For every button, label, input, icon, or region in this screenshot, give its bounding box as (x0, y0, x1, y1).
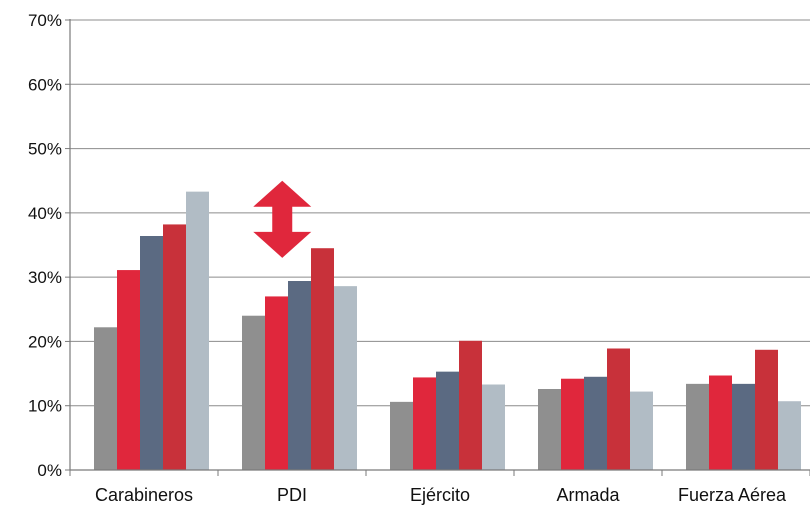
bar (436, 371, 459, 470)
bars (94, 191, 801, 470)
y-tick-label: 0% (37, 461, 62, 480)
bar (755, 349, 778, 470)
bar (607, 348, 630, 470)
double-arrow-icon (253, 180, 312, 258)
bar (242, 315, 265, 470)
y-tick-label: 40% (28, 204, 62, 223)
bar (94, 327, 117, 470)
bar (390, 401, 413, 470)
bar (265, 296, 288, 470)
x-category-label: Carabineros (95, 485, 193, 505)
x-category-label: PDI (277, 485, 307, 505)
bar (778, 401, 801, 470)
bar (334, 286, 357, 470)
bar (686, 383, 709, 470)
y-tick-label: 10% (28, 397, 62, 416)
bar (140, 236, 163, 470)
bar (186, 191, 209, 470)
y-tick-label: 60% (28, 75, 62, 94)
x-category-label: Fuerza Aérea (678, 485, 787, 505)
annotations (253, 180, 312, 258)
bar (538, 389, 561, 470)
x-category-label: Armada (556, 485, 620, 505)
bar (732, 383, 755, 470)
bar (459, 340, 482, 470)
y-tick-label: 50% (28, 140, 62, 159)
x-axis-categories: Carabineros PDI Ejército Armada Fuerza Aérea (95, 485, 787, 505)
y-tick-label: 30% (28, 268, 62, 287)
y-tick-label: 70% (28, 11, 62, 30)
y-tick-label: 20% (28, 332, 62, 351)
bar (630, 391, 653, 470)
bar (561, 378, 584, 470)
x-category-label: Ejército (410, 485, 470, 505)
bar (709, 375, 732, 470)
bar (117, 270, 140, 470)
bar (413, 377, 436, 470)
bar (288, 281, 311, 470)
bar (584, 376, 607, 470)
bar (163, 224, 186, 470)
axes (65, 19, 810, 476)
y-axis-ticks: 0% 10% 20% 30% 40% 50% 60% 70% (28, 11, 62, 480)
bar (482, 384, 505, 470)
bar (311, 248, 334, 470)
